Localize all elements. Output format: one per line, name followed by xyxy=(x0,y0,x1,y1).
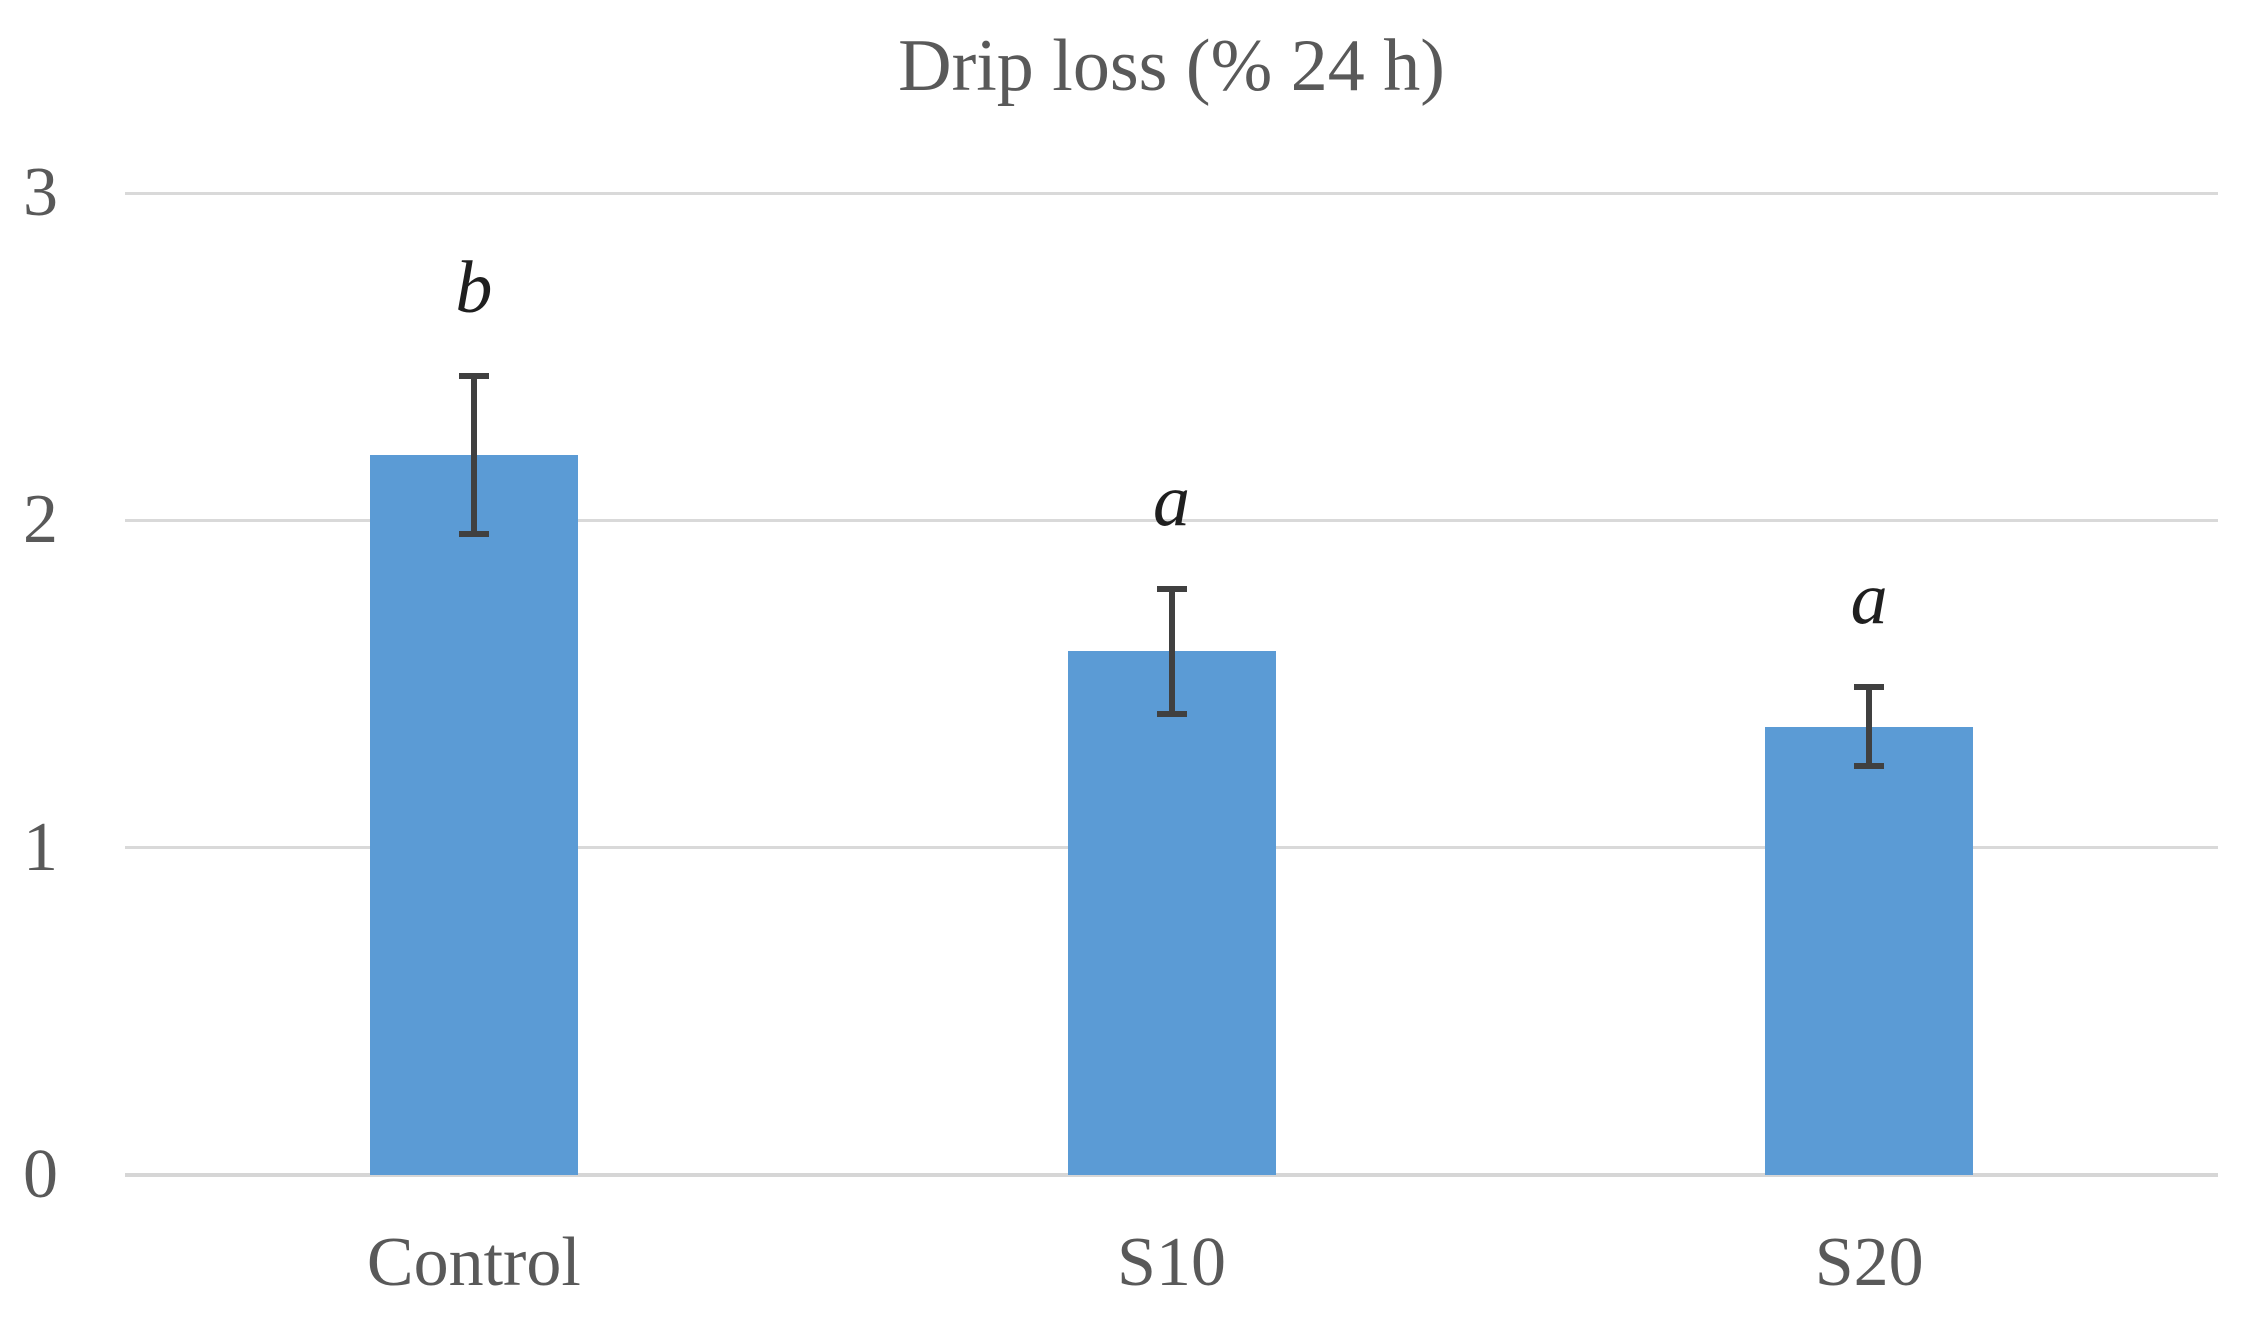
y-tick-label: 2 xyxy=(23,481,58,559)
bar-s20 xyxy=(1765,726,1974,1175)
sig-letter: a xyxy=(1850,558,1888,640)
y-tick-label: 0 xyxy=(23,1136,58,1213)
sig-letter: a xyxy=(1153,459,1190,542)
x-category-label: S20 xyxy=(1814,1224,1924,1301)
error-bar-cap-top xyxy=(1854,684,1885,690)
error-bar-cap-top xyxy=(458,373,489,380)
x-category-label: Control xyxy=(366,1224,581,1301)
x-axis-line xyxy=(125,1173,2218,1177)
error-bar-stem xyxy=(1168,585,1175,717)
error-bar-stem xyxy=(1866,684,1873,770)
y-tick-label: 1 xyxy=(23,808,58,886)
error-bar-stem xyxy=(470,373,477,537)
error-bar-cap-bottom xyxy=(458,530,489,537)
bar-control xyxy=(369,454,578,1175)
sig-letter: b xyxy=(455,247,493,330)
error-bar-cap-bottom xyxy=(1854,763,1885,770)
error-bar-cap-bottom xyxy=(1156,710,1187,717)
chart-title: Drip loss (% 24 h) xyxy=(898,25,1445,107)
x-category-label: S10 xyxy=(1117,1224,1226,1301)
gridline xyxy=(125,191,2218,195)
gridline xyxy=(125,518,2218,522)
bar-s10 xyxy=(1067,651,1276,1175)
y-tick-label: 3 xyxy=(23,154,58,231)
error-bar-cap-top xyxy=(1156,585,1187,592)
